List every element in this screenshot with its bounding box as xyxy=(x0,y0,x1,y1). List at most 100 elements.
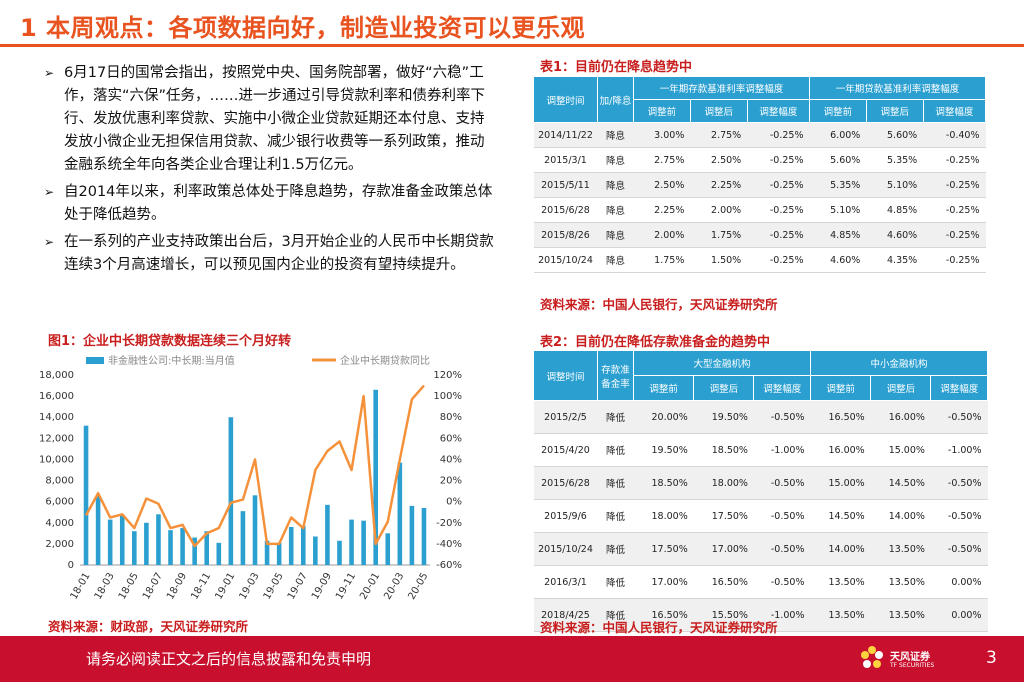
series-line xyxy=(84,384,425,548)
table-cell: 降息 xyxy=(597,147,634,173)
logo-name: 天风证券 xyxy=(890,652,930,663)
table-cell: 4.85% xyxy=(866,197,924,223)
y-left-tick-label: 10,000 xyxy=(40,454,74,465)
x-tick-label: 18-01 xyxy=(69,571,93,602)
y-right-tick-label: -40% xyxy=(436,539,462,550)
table1-row: 2015/8/26 降息 2.00% 1.75% -0.25% 4.85% 4.60% -0.… xyxy=(533,222,986,248)
arrow-bullet-icon: ➢ xyxy=(44,185,55,199)
table-cell: 2015/8/26 xyxy=(533,222,598,248)
table-cell: 5.10% xyxy=(866,172,924,198)
table-cell: 19.50% xyxy=(633,433,694,467)
table-cell: 13.50% xyxy=(810,565,871,599)
table2-row: 2015/10/24 降低 17.50% 17.00% -0.50% 14.00% 13.5… xyxy=(533,532,988,566)
figure1-chart: 非金融性公司:中长期:当月值 企业中长期贷款同比 0 2,000 4,000 6,000 8… xyxy=(40,345,480,615)
y-left-tick-label: 8,000 xyxy=(45,476,74,487)
table-cell: 2.25% xyxy=(633,197,691,223)
x-tick-label: 20-05 xyxy=(407,571,431,602)
table2-header-before: 调整前 xyxy=(632,375,695,401)
y-right-tick-label: 80% xyxy=(440,412,462,423)
table-cell: 19.50% xyxy=(693,400,754,434)
bar xyxy=(240,511,246,565)
table-cell: 16.50% xyxy=(693,565,754,599)
x-tick-label: 19-01 xyxy=(213,571,237,602)
table-cell: 2.00% xyxy=(690,197,748,223)
table-cell: -0.25% xyxy=(923,247,986,273)
table-cell: 降低 xyxy=(597,598,634,632)
figure1-source: 资料来源：财政部，天风证券研究所 xyxy=(48,619,249,634)
table1-row: 2014/11/22 降息 3.00% 2.75% -0.25% 6.00% 5.60% -0… xyxy=(533,122,986,148)
y-left-tick-label: 4,000 xyxy=(45,518,74,529)
table-cell: 4.60% xyxy=(866,222,924,248)
table-cell: 2015/5/11 xyxy=(533,172,598,198)
table-cell: 6.00% xyxy=(809,122,867,148)
table-cell: -0.50% xyxy=(753,499,811,533)
table-cell: -0.25% xyxy=(747,247,810,273)
table-cell: 1.50% xyxy=(690,247,748,273)
table-cell: -0.25% xyxy=(923,197,986,223)
table-cell: 20.00% xyxy=(633,400,694,434)
bar xyxy=(337,540,342,565)
y-left-tick-label: 2,000 xyxy=(45,539,74,550)
bullet-item: ➢ 自2014年以来，利率政策总体处于降息趋势，存款准备金政策总体处于降低趋势。 xyxy=(44,181,494,227)
table-cell: 4.60% xyxy=(809,247,867,273)
table2-row: 2015/6/28 降低 18.50% 18.00% -0.50% 15.00% 14.50… xyxy=(533,466,988,500)
table-cell: 15.00% xyxy=(810,466,871,500)
y-right-tick-label: 0% xyxy=(446,497,462,508)
arrow-bullet-icon: ➢ xyxy=(44,235,55,249)
table-cell: 2015/6/28 xyxy=(533,466,598,500)
table-cell: 5.10% xyxy=(809,197,867,223)
legend-bar-swatch xyxy=(86,357,104,364)
x-tick-label: 19-11 xyxy=(334,571,358,602)
chart-svg: 非金融性公司:中长期:当月值 企业中长期贷款同比 0 2,000 4,000 6,000 8… xyxy=(40,354,462,602)
x-tick-label: 18-09 xyxy=(165,571,189,602)
table-cell: -1.00% xyxy=(753,433,811,467)
x-tick-label: 18-03 xyxy=(93,571,117,602)
table2-header-before: 调整前 xyxy=(809,375,872,401)
title-underline xyxy=(0,44,1024,47)
y-right-tick-label: 60% xyxy=(440,433,462,444)
table-cell: 2.00% xyxy=(633,222,691,248)
table1-row: 2015/6/28 降息 2.25% 2.00% -0.25% 5.10% 4.85% -0.… xyxy=(533,197,986,223)
table-cell: -0.25% xyxy=(747,147,810,173)
bar xyxy=(156,514,161,565)
table-cell: 2015/10/24 xyxy=(533,247,598,273)
y-left-tick-label: 12,000 xyxy=(40,433,74,444)
y-right-tick-label: 120% xyxy=(433,370,462,381)
table-cell: 17.50% xyxy=(693,499,754,533)
table-cell: 4.35% xyxy=(866,247,924,273)
table-cell: 2015/10/24 xyxy=(533,532,598,566)
figure1-label: 图1：企业中长期贷款数据连续三个月好转 xyxy=(48,334,292,349)
bar xyxy=(325,504,330,565)
bar xyxy=(119,515,125,565)
bar xyxy=(228,417,234,565)
bullet-item: ➢ 在一系列的产业支持政策出台后，3月开始企业的人民币中长期贷款连续3个月高速增… xyxy=(44,231,494,277)
bar xyxy=(373,389,378,565)
table2-row: 2015/4/20 降低 19.50% 18.50% -1.00% 16.00% 15.00… xyxy=(533,433,988,467)
table-cell: -0.50% xyxy=(753,400,811,434)
table2-row: 2016/3/1 降低 17.00% 16.50% -0.50% 13.50% 13.50%… xyxy=(533,565,988,599)
bar xyxy=(107,519,113,565)
logo-subtitle: TF SECURITIES xyxy=(890,662,935,669)
table2-label: 表2：目前仍在降低存款准备金的趋势中 xyxy=(540,335,771,350)
table-cell: 降息 xyxy=(597,247,634,273)
table-cell: 13.50% xyxy=(870,598,931,632)
table-cell: -0.25% xyxy=(747,222,810,248)
y-right-tick-label: -20% xyxy=(436,518,462,529)
y-right-tick-label: 100% xyxy=(433,391,462,402)
table2: 调整时间 存款准备金率 大型金融机构 中小金融机构 调整前 调整后 调整幅度 调… xyxy=(533,350,989,632)
table-cell: 14.50% xyxy=(810,499,871,533)
table2-header-group1: 大型金融机构 xyxy=(633,350,811,376)
bar xyxy=(397,462,403,565)
y-left-tick-label: 6,000 xyxy=(45,497,74,508)
x-tick-label: 18-11 xyxy=(189,571,213,602)
table-cell: 16.50% xyxy=(810,400,871,434)
table-cell: 2015/2/5 xyxy=(533,400,598,434)
table2-row: 2015/9/6 降低 18.00% 17.50% -0.50% 14.50% 14.00%… xyxy=(533,499,988,533)
bar xyxy=(132,531,137,565)
table2-header-direction: 存款准备金率 xyxy=(597,350,634,401)
bar xyxy=(421,508,427,565)
table-cell: 降低 xyxy=(597,565,634,599)
y-left-tick-label: 16,000 xyxy=(40,391,74,402)
table-cell: 降息 xyxy=(597,197,634,223)
table-cell: 0.00% xyxy=(930,565,988,599)
